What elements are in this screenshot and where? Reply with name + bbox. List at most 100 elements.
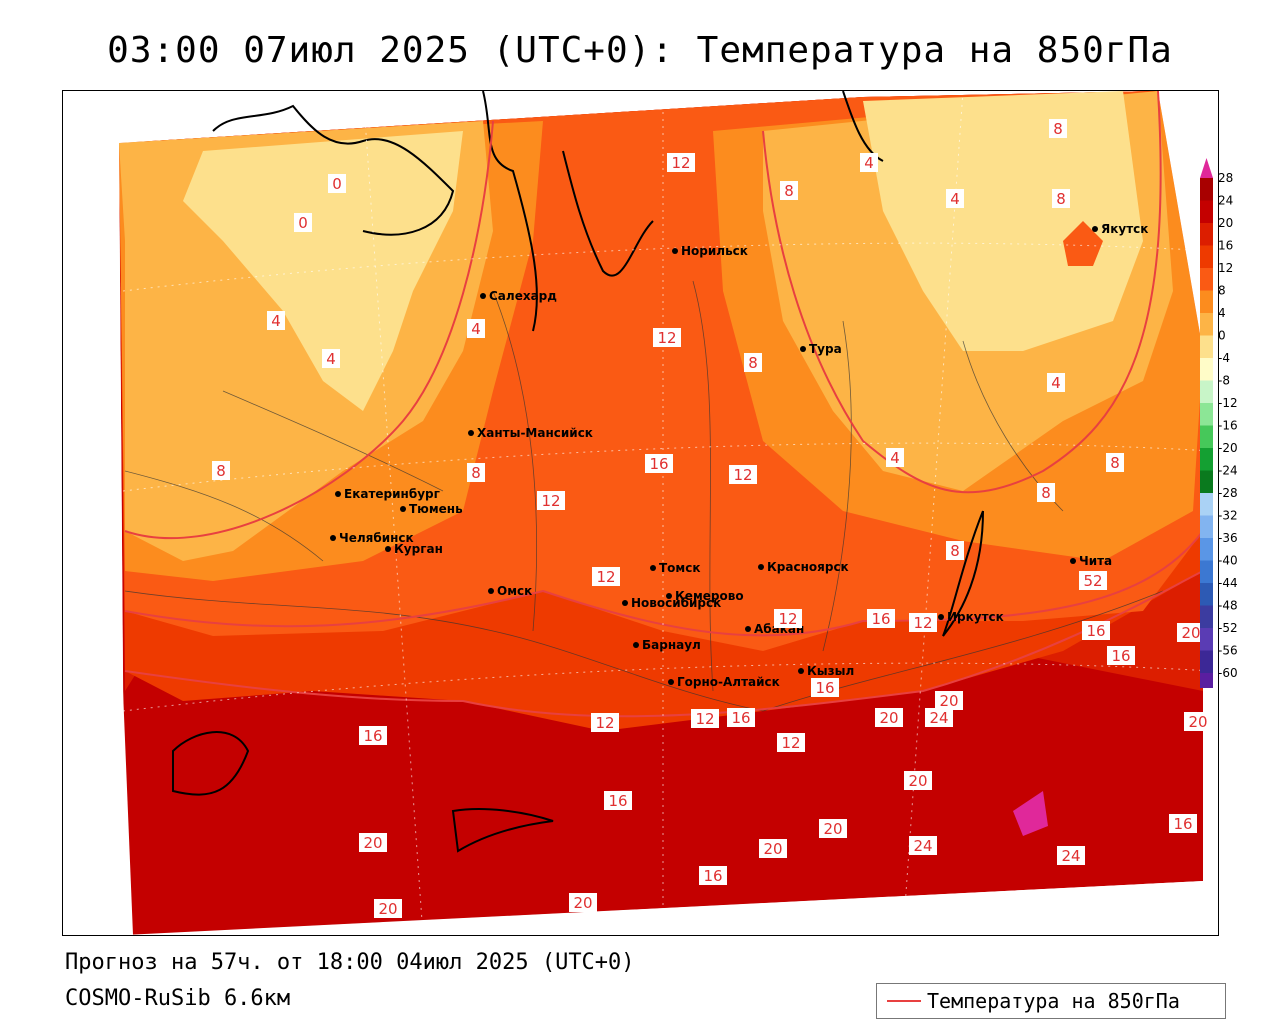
contour-label: 12 xyxy=(909,613,937,632)
contour-label: 20 xyxy=(359,833,387,852)
colorbar-tick-label: 0 xyxy=(1218,329,1226,343)
contour-label: 4 xyxy=(886,448,904,467)
graticule xyxy=(122,91,1214,935)
contour-label: 12 xyxy=(729,465,757,484)
svg-text:8: 8 xyxy=(1041,484,1051,502)
contour-label: 4 xyxy=(467,319,485,338)
contour-label: 12 xyxy=(591,713,619,732)
svg-text:24: 24 xyxy=(929,709,948,727)
city-marker[interactable]: Якутск xyxy=(1092,222,1148,236)
colorbar-swatch xyxy=(1200,515,1213,538)
city-dot xyxy=(1070,558,1076,564)
city-marker[interactable]: Кызыл xyxy=(798,664,854,678)
contour-label: 20 xyxy=(875,708,903,727)
contour-label: 4 xyxy=(267,311,285,330)
city-marker[interactable]: Тюмень xyxy=(400,502,463,516)
svg-text:0: 0 xyxy=(332,175,342,193)
city-label: Челябинск xyxy=(339,531,414,545)
svg-text:4: 4 xyxy=(326,350,336,368)
city-marker[interactable]: Екатеринбург xyxy=(335,487,440,501)
city-marker[interactable]: Чита xyxy=(1070,554,1112,568)
city-label: Кызыл xyxy=(807,664,854,678)
svg-text:0: 0 xyxy=(298,214,308,232)
svg-text:12: 12 xyxy=(595,714,614,732)
contour-label: 4 xyxy=(322,349,340,368)
contour-labels-layer: 8 12 8 4 4 8 0 0 4 4 4 12 8 8 16 12 12 4 4 8 8 8 12 12 16 12 16 12 8… xyxy=(212,119,1212,918)
svg-text:4: 4 xyxy=(271,312,281,330)
contour-label: 20 xyxy=(1184,712,1212,731)
city-marker[interactable]: Новосибирск xyxy=(622,596,721,610)
contour-label: 8 xyxy=(467,463,485,482)
city-dot xyxy=(745,626,751,632)
colorbar-swatch xyxy=(1200,358,1213,381)
city-marker[interactable]: Ханты-Мансийск xyxy=(468,426,593,440)
city-marker[interactable]: Омск xyxy=(488,584,532,598)
svg-text:20: 20 xyxy=(763,840,782,858)
city-marker[interactable]: Курган xyxy=(385,542,443,556)
contour-label: 12 xyxy=(667,153,695,172)
contour-label: 16 xyxy=(1107,646,1135,665)
svg-text:16: 16 xyxy=(649,455,668,473)
svg-text:8: 8 xyxy=(748,354,758,372)
city-marker[interactable]: Горно-Алтайск xyxy=(668,675,780,689)
contour-label: 24 xyxy=(925,708,953,727)
city-dot xyxy=(385,546,391,552)
city-dot xyxy=(1092,226,1098,232)
colorbar: 28 24 20 16 12 8 4 0 -4 -8 -12 -16 -20 -24 -28 -32 -36 -4… xyxy=(1198,158,1278,716)
city-marker[interactable]: Томск xyxy=(650,561,701,575)
city-marker[interactable]: Барнаул xyxy=(633,638,701,652)
city-label: Чита xyxy=(1079,554,1112,568)
colorbar-swatch xyxy=(1200,605,1213,628)
city-dot xyxy=(622,600,628,606)
borders xyxy=(124,280,1164,712)
contour-label: 12 xyxy=(774,609,802,628)
svg-text:20: 20 xyxy=(823,820,842,838)
cities-layer: Норильск Якутск Салехард Тура Ханты-Мансийск… xyxy=(330,222,1148,689)
colorbar-swatch xyxy=(1200,470,1213,493)
contour-label: 8 xyxy=(1106,453,1124,472)
contour-label: 12 xyxy=(592,567,620,586)
contour-label: 16 xyxy=(604,791,632,810)
temperature-map[interactable]: Норильск Якутск Салехард Тура Ханты-Мансийск… xyxy=(62,90,1219,936)
colorbar-tick-label: -8 xyxy=(1218,374,1230,388)
city-marker[interactable]: Тура xyxy=(800,342,842,356)
colorbar-swatch xyxy=(1200,178,1213,201)
city-marker[interactable]: Кемерово xyxy=(666,589,744,603)
contour-label: 12 xyxy=(777,733,805,752)
svg-text:16: 16 xyxy=(1173,815,1192,833)
svg-text:12: 12 xyxy=(657,329,676,347)
colorbar-tick-label: -12 xyxy=(1218,396,1238,410)
contour-label: 16 xyxy=(727,708,755,727)
colorbar-tick-label: -48 xyxy=(1218,599,1238,613)
colorbar-tick-label: -24 xyxy=(1218,464,1238,478)
city-label: Салехард xyxy=(489,289,557,303)
svg-text:4: 4 xyxy=(1051,374,1061,392)
map-title: 03:00 07июл 2025 (UTC+0): Температура на… xyxy=(107,30,1173,71)
colorbar-swatch xyxy=(1200,313,1213,336)
svg-text:12: 12 xyxy=(671,154,690,172)
city-marker[interactable]: Иркутск xyxy=(938,610,1004,624)
city-dot xyxy=(798,668,804,674)
city-marker[interactable]: Челябинск xyxy=(330,531,414,545)
colorbar-tick-label: 24 xyxy=(1218,194,1233,208)
colorbar-swatch xyxy=(1200,448,1213,471)
city-dot xyxy=(468,430,474,436)
contour-label: 0 xyxy=(328,174,346,193)
svg-text:16: 16 xyxy=(363,727,382,745)
city-marker[interactable]: Красноярск xyxy=(758,560,849,574)
contour-label: 8 xyxy=(212,461,230,480)
contour-label: 52 xyxy=(1079,571,1107,590)
contour-label: 20 xyxy=(759,839,787,858)
city-label: Томск xyxy=(659,561,701,575)
city-label: Красноярск xyxy=(767,560,849,574)
city-marker[interactable]: Салехард xyxy=(480,289,557,303)
colorbar-tick-label: 12 xyxy=(1218,261,1233,275)
city-marker[interactable]: Норильск xyxy=(672,244,748,258)
contour-label: 16 xyxy=(811,678,839,697)
city-label: Барнаул xyxy=(642,638,701,652)
contour-label: 20 xyxy=(374,899,402,918)
contour-label: 16 xyxy=(359,726,387,745)
city-dot xyxy=(480,293,486,299)
city-dot xyxy=(633,642,639,648)
contour-label: 24 xyxy=(909,836,937,855)
